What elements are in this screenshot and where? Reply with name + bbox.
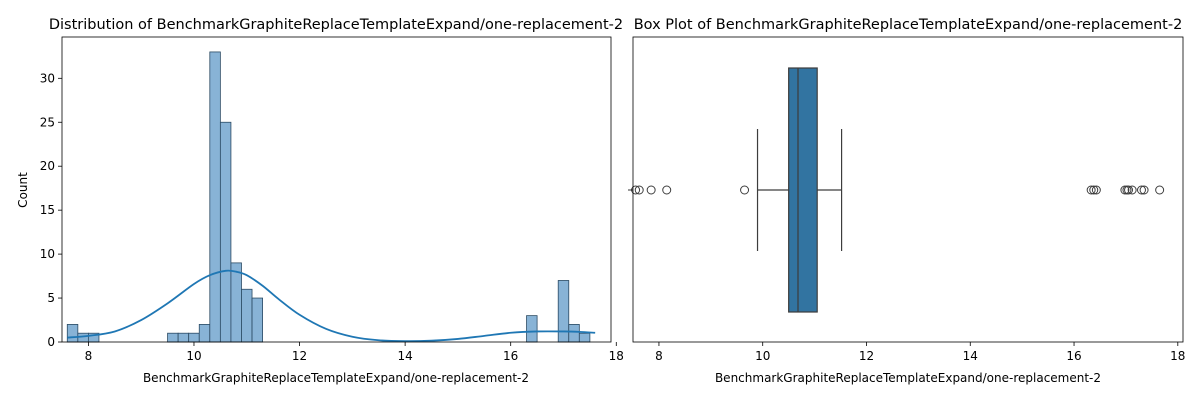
histogram-x-label: BenchmarkGraphiteReplaceTemplateExpand/o… (143, 371, 529, 385)
histogram-x-ticks: 8 10 12 14 16 18 (85, 342, 624, 363)
x-tick-label: 10 (755, 349, 770, 363)
y-tick-label: 5 (47, 291, 55, 305)
histogram-bar (578, 332, 591, 343)
histogram-bar (167, 332, 179, 343)
outlier-point (1124, 185, 1134, 195)
y-tick-label: 0 (47, 335, 55, 349)
boxplot-plot-frame (632, 36, 1184, 343)
outlier-point (1136, 185, 1146, 195)
y-tick-label: 10 (40, 247, 55, 261)
x-tick-label: 12 (859, 349, 874, 363)
outlier-point (1120, 185, 1130, 195)
outlier-point (1086, 185, 1096, 195)
outlier-point (1091, 185, 1101, 195)
histogram-bar (219, 121, 232, 343)
x-tick-label: 12 (292, 349, 307, 363)
histogram-y-label: Count (16, 172, 30, 208)
kde-curve (67, 269, 596, 343)
x-tick-label: 18 (609, 349, 624, 363)
x-tick-label: 8 (85, 349, 93, 363)
outlier-point (1139, 185, 1149, 195)
x-tick-label: 14 (963, 349, 978, 363)
outlier-point (646, 185, 656, 195)
outlier-point (1089, 185, 1099, 195)
x-tick-label: 8 (655, 349, 663, 363)
outlier-point (662, 185, 672, 195)
histogram-plot-frame (61, 36, 612, 343)
y-tick-label: 20 (40, 159, 55, 173)
boxplot-x-ticks: 8 10 12 14 16 18 (655, 342, 1185, 363)
y-tick-label: 25 (40, 115, 55, 129)
histogram-bar (251, 297, 263, 343)
x-tick-label: 16 (1066, 349, 1081, 363)
x-tick-label: 10 (186, 349, 201, 363)
outlier-point (740, 185, 750, 195)
y-tick-label: 15 (40, 203, 55, 217)
histogram-bar (230, 262, 242, 343)
histogram-bar (177, 332, 190, 343)
histogram-bar (568, 324, 580, 343)
x-tick-label: 18 (1170, 349, 1185, 363)
iqr-box (788, 67, 818, 313)
boxplot-title: Box Plot of BenchmarkGraphiteReplaceTemp… (634, 17, 1183, 33)
histogram-bar (209, 51, 221, 343)
x-tick-label: 14 (397, 349, 412, 363)
outlier-point (1127, 185, 1137, 195)
histogram-panel: Distribution of BenchmarkGraphiteReplace… (16, 17, 624, 385)
histogram-bar (198, 324, 211, 343)
x-tick-label: 16 (503, 349, 518, 363)
histogram-bar (66, 324, 79, 343)
histogram-y-ticks: 0 5 10 15 20 25 30 (40, 71, 62, 349)
histogram-bar (241, 288, 253, 343)
histogram-bar (188, 332, 200, 343)
histogram-title: Distribution of BenchmarkGraphiteReplace… (49, 17, 623, 33)
histogram-bar (557, 280, 570, 343)
boxplot-panel: Box Plot of BenchmarkGraphiteReplaceTemp… (628, 17, 1185, 385)
y-tick-label: 30 (40, 71, 55, 85)
boxplot-marks (631, 67, 1165, 313)
histogram-bars (66, 51, 591, 343)
outlier-point (634, 185, 644, 195)
boxplot-x-label: BenchmarkGraphiteReplaceTemplateExpand/o… (715, 371, 1101, 385)
outlier-point (1155, 185, 1165, 195)
histogram-bar (526, 315, 538, 343)
